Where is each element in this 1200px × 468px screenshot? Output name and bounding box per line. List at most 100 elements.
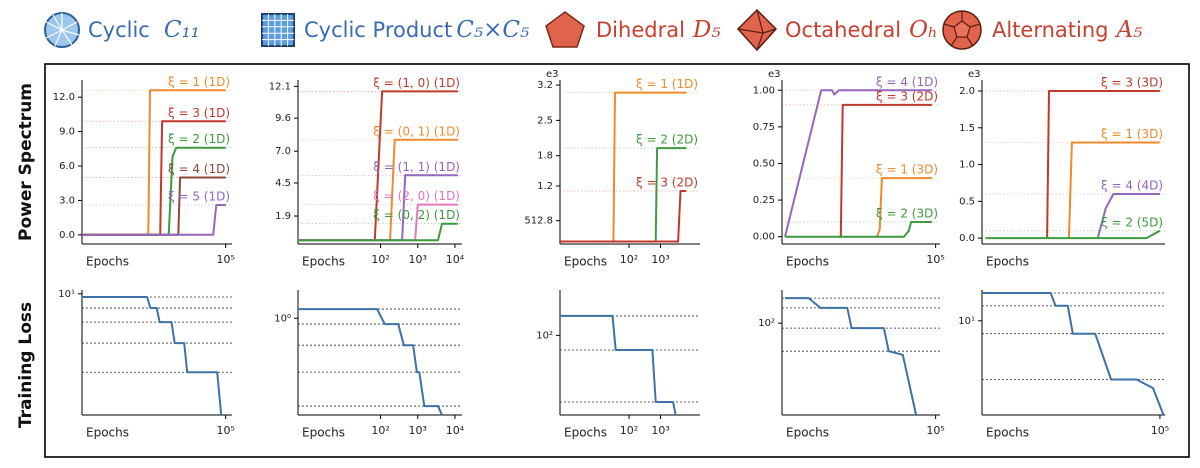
series-label: ξ = (0, 2) (1D) (373, 208, 460, 222)
x-axis-label: Epochs (986, 426, 1029, 440)
series-label: ξ = 1 (3D) (876, 163, 938, 177)
series-label: ξ = 2 (5D) (1101, 215, 1163, 229)
series-label: ξ = 2 (3D) (876, 207, 938, 221)
y-tick-label: 0.75 (753, 122, 775, 133)
offset-label: e3 (768, 69, 781, 80)
group-title: Cyclic C₁₁ (88, 17, 200, 43)
y-tick-label: 10⁰ (274, 313, 291, 324)
group-name: Cyclic (88, 18, 150, 42)
series-label: ξ = 5 (1D) (168, 190, 230, 204)
x-tick-label: 10² (371, 253, 389, 266)
series-label: ξ = (2, 0) (1D) (373, 189, 460, 203)
x-tick-label: 10³ (409, 253, 427, 266)
frame (44, 63, 1190, 458)
series-line (1096, 193, 1160, 239)
x-tick-label: 10⁵ (216, 253, 234, 266)
icon-dihedral (545, 11, 585, 48)
series-line (82, 176, 226, 236)
y-tick-label: 1.2 (537, 181, 553, 192)
y-tick-label: 12.0 (53, 92, 75, 103)
series-line (560, 91, 687, 243)
series-label: ξ = 2 (1D) (168, 132, 230, 146)
group-name: Cyclic Product (304, 18, 452, 42)
series-line (560, 314, 677, 416)
y-tick-label: 12.1 (269, 81, 291, 92)
x-tick-label: 10⁴ (446, 253, 465, 266)
y-tick-label: 10² (536, 330, 553, 341)
group-title: Dihedral D₅ (596, 17, 721, 43)
group-symbol: D₅ (692, 17, 721, 43)
group-title: Cyclic Product C₅×C₅ (304, 17, 529, 43)
x-axis-label: Epochs (86, 255, 129, 269)
x-axis-label: Epochs (302, 426, 345, 440)
x-tick-label: 10⁵ (216, 424, 234, 437)
x-tick-label: 10² (371, 424, 389, 437)
x-tick-label: 10³ (651, 253, 669, 266)
series-label: ξ = 2 (2D) (636, 133, 698, 147)
x-tick-label: 10⁵ (926, 424, 944, 437)
x-axis-label: Epochs (564, 255, 607, 269)
y-tick-label: 0.0 (59, 230, 75, 241)
icon-octahedral (736, 8, 778, 52)
series-line (82, 204, 226, 236)
y-tick-label: 0.5 (959, 196, 975, 207)
y-tick-label: 4.5 (275, 178, 291, 189)
offset-label: e3 (546, 69, 559, 80)
x-axis-label: Epochs (86, 426, 129, 440)
series-label: ξ = 4 (1D) (876, 75, 938, 89)
series-label: ξ = 1 (1D) (636, 77, 698, 91)
series-line (982, 292, 1165, 416)
series-label: ξ = 4 (1D) (168, 162, 230, 176)
series-line (785, 297, 918, 416)
y-tick-label: 1.0 (959, 160, 975, 171)
series-label: ξ = 3 (1D) (168, 106, 230, 120)
x-tick-label: 10⁴ (446, 424, 465, 437)
series-label: ξ = (0, 1) (1D) (373, 124, 460, 138)
group-symbol: A₅ (1115, 17, 1143, 43)
group-name: Alternating (992, 18, 1109, 42)
icon-cyclic (44, 12, 80, 48)
icon-cyclic-product (261, 13, 295, 47)
y-tick-label: 0.25 (753, 195, 775, 206)
y-tick-label: 0.00 (753, 232, 775, 243)
series-label: ξ = 3 (3D) (1101, 76, 1163, 90)
series-line (784, 89, 932, 237)
x-axis-label: Epochs (786, 255, 829, 269)
group-title: Alternating A₅ (992, 17, 1142, 43)
x-tick-label: 10² (620, 424, 638, 437)
series-line (785, 221, 932, 238)
offset-label: e3 (968, 69, 981, 80)
group-symbol: Oₕ (909, 17, 938, 43)
series-label: ξ = (1, 1) (1D) (373, 160, 460, 174)
x-tick-label: 10³ (409, 424, 427, 437)
y-tick-label: 1.5 (959, 123, 975, 134)
x-tick-label: 10² (620, 253, 638, 266)
series-line (1067, 141, 1160, 239)
series-line (560, 147, 687, 243)
x-axis-label: Epochs (986, 255, 1029, 269)
y-tick-label: 1.00 (753, 85, 775, 96)
series-line (985, 229, 1161, 240)
y-tick-label: 512.8 (524, 216, 553, 227)
series-label: ξ = 3 (2D) (876, 89, 938, 103)
group-symbol: C₁₁ (164, 17, 200, 43)
y-tick-label: 9.0 (59, 127, 75, 138)
series-label: ξ = 1 (3D) (1101, 127, 1163, 141)
y-tick-label: 7.0 (275, 146, 291, 157)
group-name: Dihedral (596, 18, 685, 42)
x-axis-label: Epochs (564, 426, 607, 440)
icon-alternating (942, 10, 982, 50)
y-tick-label: 0.50 (753, 158, 775, 169)
y-tick-label: 10¹ (58, 289, 75, 300)
x-axis-label: Epochs (786, 426, 829, 440)
x-tick-label: 10³ (651, 424, 669, 437)
y-tick-label: 2.5 (537, 115, 553, 126)
series-line (298, 308, 443, 416)
group-name: Octahedral (785, 18, 901, 42)
y-tick-label: 10¹ (958, 316, 975, 327)
group-symbol: C₅×C₅ (456, 17, 529, 43)
series-line (876, 177, 932, 238)
y-tick-label: 6.0 (59, 161, 75, 172)
y-tick-label: 2.0 (959, 86, 975, 97)
